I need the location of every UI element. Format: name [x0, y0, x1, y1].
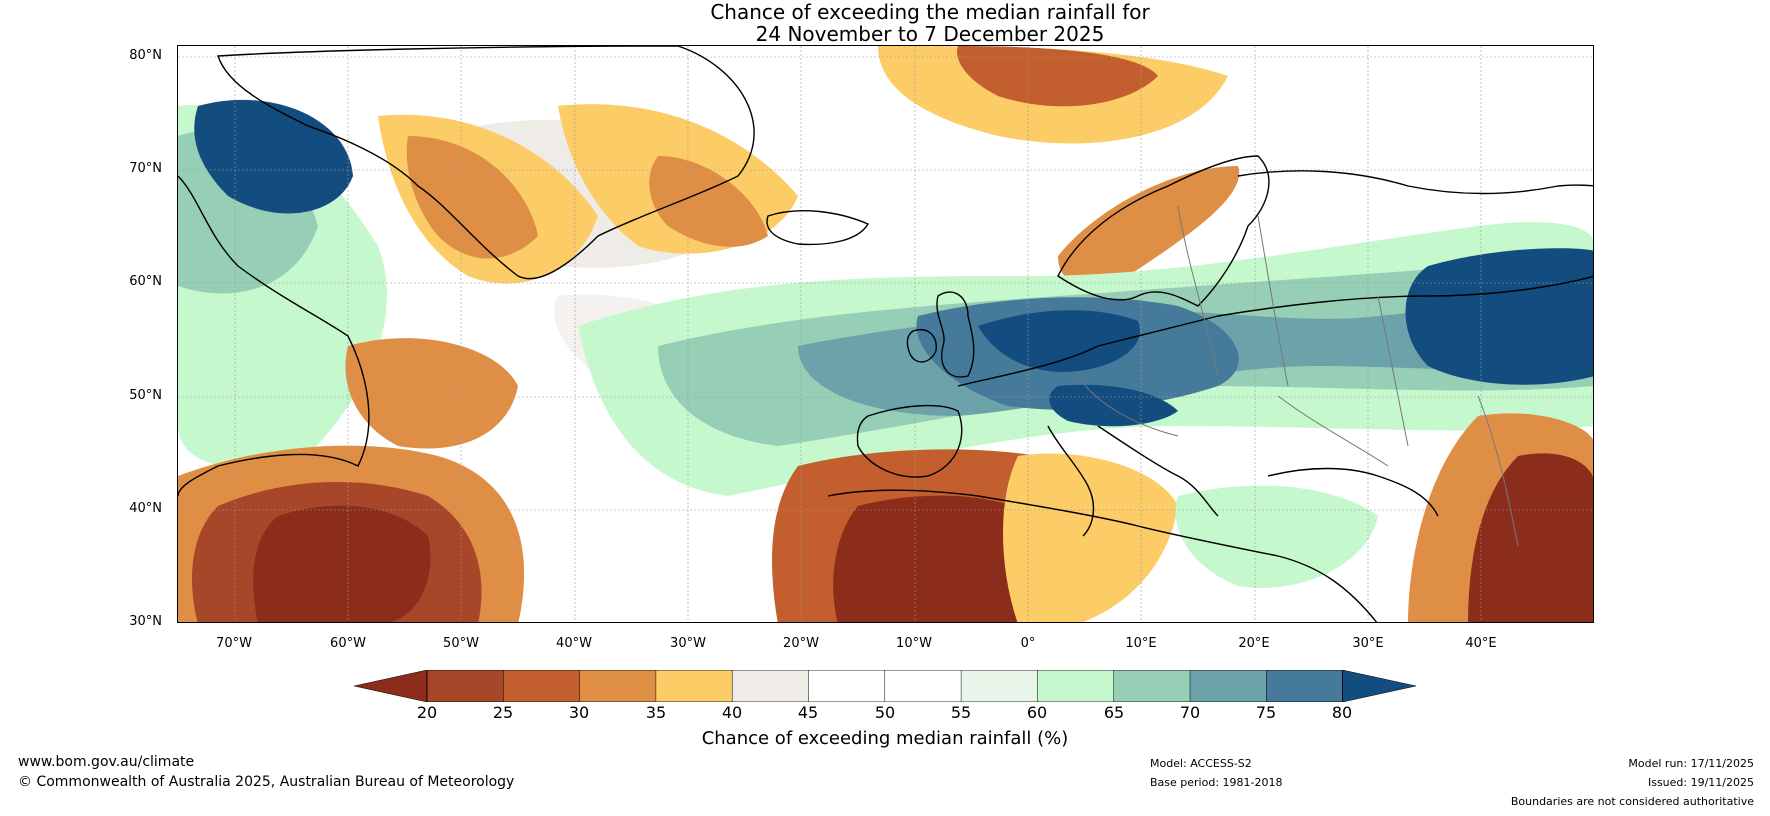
footer-model-run: Model run: 17/11/2025	[1628, 757, 1754, 770]
colorbar-segment	[961, 670, 1038, 702]
colorbar-tick: 60	[1026, 703, 1048, 722]
coastline-ireland	[906, 329, 937, 363]
colorbar-tick: 75	[1255, 703, 1277, 722]
colorbar-tick: 25	[492, 703, 514, 722]
colorbar-segment	[1342, 670, 1417, 702]
lat-label-80: 80°N	[129, 48, 162, 63]
coastline-europe	[957, 275, 1593, 387]
lat-label-60: 60°N	[129, 274, 162, 289]
colorbar-tick: 70	[1179, 703, 1201, 722]
dry-region	[253, 505, 431, 622]
colorbar-tick: 35	[645, 703, 667, 722]
footer-base-period: Base period: 1981-2018	[1150, 776, 1283, 789]
lat-label-50: 50°N	[129, 388, 162, 403]
lon-label-40e: 40°E	[1465, 636, 1497, 651]
dry-region	[957, 46, 1158, 107]
footer-copyright: © Commonwealth of Australia 2025, Austra…	[18, 774, 515, 790]
footer-issued: Issued: 19/11/2025	[1647, 776, 1754, 789]
colorbar-tick: 65	[1103, 703, 1125, 722]
colorbar-label: Chance of exceeding median rainfall (%)	[701, 728, 1069, 749]
rainfall-probability-map	[177, 45, 1594, 623]
coastline-italy	[1047, 425, 1095, 537]
colorbar-segment	[1266, 670, 1343, 702]
coastline-scandinavia	[1057, 155, 1270, 307]
lat-label-30: 30°N	[129, 614, 162, 629]
very-wet-region	[978, 310, 1140, 372]
footer-disclaimer: Boundaries are not considered authoritat…	[1510, 795, 1754, 808]
colorbar-segment	[808, 670, 885, 702]
footer-model: Model: ACCESS-S2	[1150, 757, 1252, 770]
colorbar-segment	[884, 670, 962, 702]
lon-label-50w: 50°W	[443, 636, 479, 651]
coastline-balkans	[1097, 425, 1219, 517]
colorbar-tick: 40	[721, 703, 743, 722]
lon-label-30e: 30°E	[1352, 636, 1384, 651]
colorbar-tick: 45	[797, 703, 819, 722]
footer-url[interactable]: www.bom.gov.au/climate	[18, 754, 195, 770]
dry-region	[833, 495, 1051, 622]
colorbar-segment	[732, 670, 809, 702]
colorbar-tick: 80	[1331, 703, 1353, 722]
lat-label-40: 40°N	[129, 501, 162, 516]
colorbar-tick: 20	[416, 703, 438, 722]
lat-label-70: 70°N	[129, 161, 162, 176]
colorbar-dividers	[426, 670, 1343, 702]
colorbar-tick: 50	[874, 703, 896, 722]
lon-label-10w: 10°W	[896, 636, 932, 651]
lon-label-40w: 40°W	[556, 636, 592, 651]
colorbar-segment	[579, 670, 656, 702]
dry-region	[649, 156, 768, 247]
chart-title-line-2: 24 November to 7 December 2025	[755, 22, 1105, 46]
dry-region	[406, 136, 538, 259]
lon-label-70w: 70°W	[216, 636, 252, 651]
coastline-greenland	[217, 46, 755, 280]
lon-label-60w: 60°W	[330, 636, 366, 651]
colorbar-segment	[503, 670, 580, 702]
coastline-iceland	[766, 210, 870, 246]
colorbar-segment	[427, 670, 504, 702]
dry-region	[345, 338, 518, 449]
colorbar-segment	[1190, 670, 1267, 702]
map-canvas	[178, 46, 1593, 622]
country-borders	[1077, 205, 1519, 547]
lon-label-30w: 30°W	[670, 636, 706, 651]
lon-label-20e: 20°E	[1238, 636, 1270, 651]
colorbar-segment	[353, 670, 428, 702]
coastline-iberia	[856, 404, 963, 478]
colorbar-segment	[1037, 670, 1114, 702]
colorbar	[353, 670, 1417, 702]
coastline-labrador	[178, 175, 370, 497]
coastline-north-africa	[827, 489, 1378, 622]
colorbar-tick: 55	[950, 703, 972, 722]
dry-region	[1468, 453, 1593, 622]
dry-region	[1058, 166, 1240, 287]
dry-region	[1003, 453, 1178, 622]
very-wet-region	[1049, 384, 1178, 427]
coastline-turkey	[1267, 467, 1439, 517]
lon-label-10e: 10°E	[1125, 636, 1157, 651]
lon-label-20w: 20°W	[783, 636, 819, 651]
lon-label-0: 0°	[1020, 636, 1036, 651]
coastline-great-britain	[936, 291, 975, 378]
colorbar-segment	[655, 670, 733, 702]
colorbar-segment	[1113, 670, 1190, 702]
colorbar-tick: 30	[568, 703, 590, 722]
coastline-russia-north	[1237, 170, 1593, 195]
chart-title-line-1: Chance of exceeding the median rainfall …	[710, 0, 1150, 24]
very-wet-region	[1405, 248, 1593, 385]
wet-region	[1175, 485, 1378, 588]
coastlines	[178, 46, 1593, 622]
gridlines	[178, 46, 1593, 622]
